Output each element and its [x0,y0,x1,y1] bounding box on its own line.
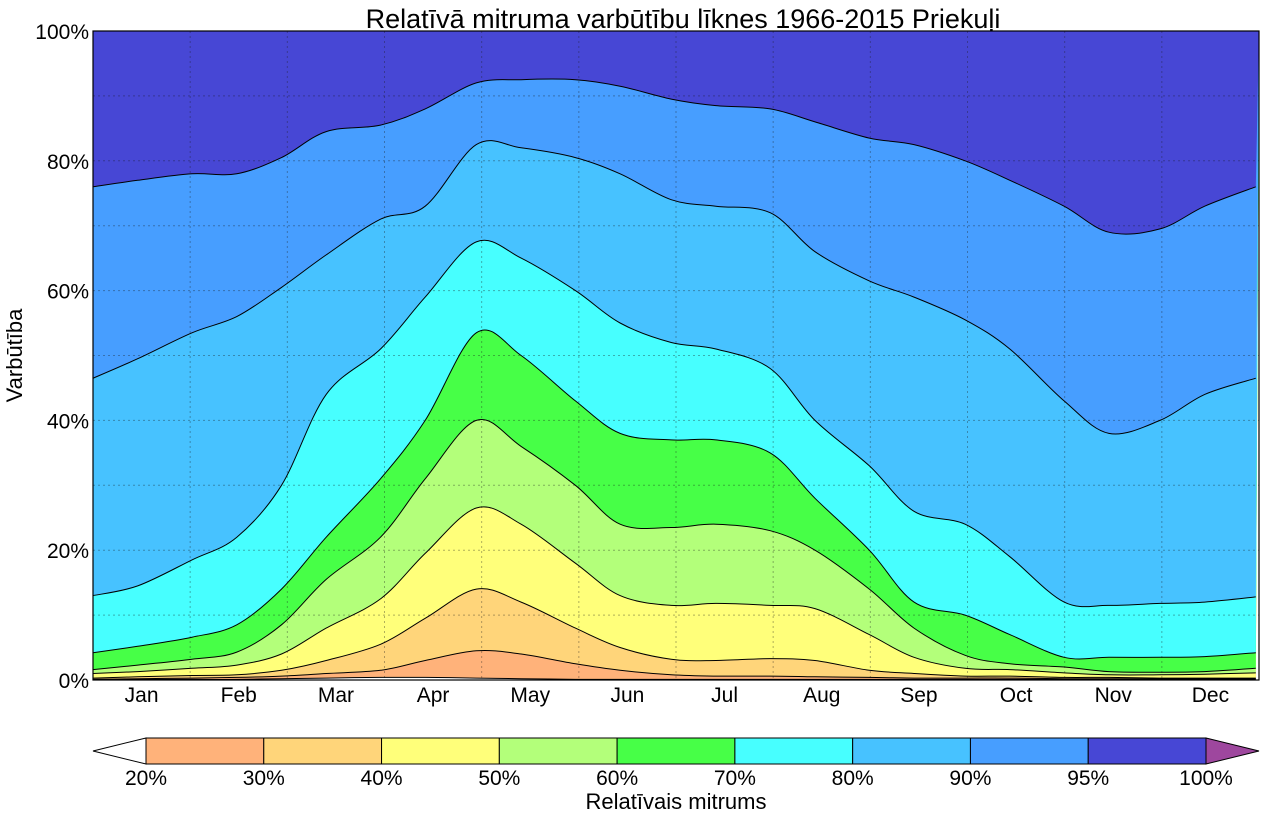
y-tick-labels: 0% 20% 40% 60% 80% 100% [35,21,89,693]
colorbar-legend [92,737,1260,765]
colorbar-tick-label: 50% [478,767,520,790]
colorbar-tick-labels: 20% 30% 40% 50% 60% 70% 80% 90% 95% 100% [125,767,1233,790]
contour-30 [92,650,1256,680]
grid-lines [93,31,1259,680]
plot-frame [92,30,1260,681]
x-tick-label: Apr [417,684,450,707]
colorbar-tick-label: 60% [596,767,638,790]
colorbar-tick-label: 95% [1067,767,1109,790]
x-tick-label: Aug [803,684,840,707]
x-tick-label: Sep [900,684,937,707]
contour-95 [92,78,1256,235]
contour-60 [92,419,1256,673]
band-above-95 [93,31,1259,235]
contour-80 [92,239,1256,608]
y-tick-label: 100% [35,21,89,44]
x-tick-label: Oct [1000,684,1033,707]
contour-40 [92,588,1256,679]
colorbar-segment [381,737,500,765]
colorbar-label: Relatīvais mitrums [586,789,767,814]
colorbar-extend-low [92,737,147,765]
x-tick-label: Jul [711,684,738,707]
x-tick-label: Mar [318,684,354,707]
colorbar-segment [263,737,383,765]
colorbar-tick-label: 30% [243,767,285,790]
x-tick-labels: Jan Feb Mar Apr May Jun Jul Aug Sep Oct Nov Dec [125,684,1229,707]
x-tick-label: May [510,684,550,707]
colorbar-segment [734,737,854,765]
colorbar-tick-label: 40% [361,767,403,790]
colorbar-tick-label: 80% [832,767,874,790]
colorbar-tick-label: 100% [1179,767,1233,790]
y-axis-label: Varbūtība [2,308,27,403]
contour-90 [92,140,1256,435]
colorbar-segment [852,737,971,765]
y-tick-label: 60% [47,281,89,304]
colorbar-tick-label: 90% [949,767,991,790]
x-tick-label: Feb [221,684,257,707]
colorbar-segment [498,737,618,765]
x-tick-label: Jun [610,684,644,707]
y-tick-label: 80% [47,151,89,174]
probability-bands [93,31,1259,680]
colorbar-segment [616,737,736,765]
colorbar-tick-label: 70% [714,767,756,790]
y-tick-label: 0% [59,670,89,693]
colorbar-segment [145,737,265,765]
chart-title: Relatīvā mitruma varbūtību līknes 1966-2… [366,4,1001,34]
y-tick-label: 20% [47,540,89,563]
y-tick-label: 40% [47,410,89,433]
colorbar-extend-high [1205,737,1260,765]
x-tick-label: Nov [1095,684,1133,707]
contour-70 [92,329,1256,660]
colorbar-segment [1087,737,1207,765]
contour-50 [92,506,1256,676]
colorbar-tick-label: 20% [125,767,167,790]
x-tick-label: Jan [125,684,159,707]
colorbar-segment [969,737,1089,765]
x-tick-label: Dec [1192,684,1229,707]
